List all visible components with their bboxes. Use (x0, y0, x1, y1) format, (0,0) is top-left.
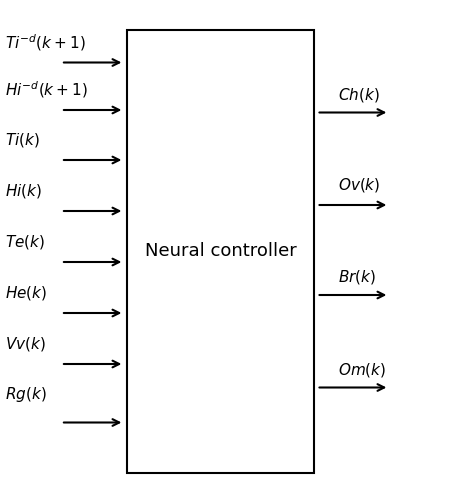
Text: $Hi^{-d}(k+1)$: $Hi^{-d}(k+1)$ (5, 80, 88, 100)
Text: $Hi(k)$: $Hi(k)$ (5, 182, 42, 200)
Text: $Ov(k)$: $Ov(k)$ (338, 176, 380, 194)
Text: $Rg(k)$: $Rg(k)$ (5, 386, 46, 404)
Text: $He(k)$: $He(k)$ (5, 284, 47, 302)
Text: $Te(k)$: $Te(k)$ (5, 233, 45, 251)
Text: $Ch(k)$: $Ch(k)$ (338, 86, 379, 104)
Text: $Ti(k)$: $Ti(k)$ (5, 131, 39, 149)
Text: $Vv(k)$: $Vv(k)$ (5, 335, 45, 353)
Text: Neural controller: Neural controller (144, 242, 296, 260)
Text: $Om(k)$: $Om(k)$ (338, 361, 386, 379)
Text: $Br(k)$: $Br(k)$ (338, 268, 376, 286)
Text: $Ti^{-d}(k+1)$: $Ti^{-d}(k+1)$ (5, 32, 85, 53)
Bar (127, 30, 314, 472)
